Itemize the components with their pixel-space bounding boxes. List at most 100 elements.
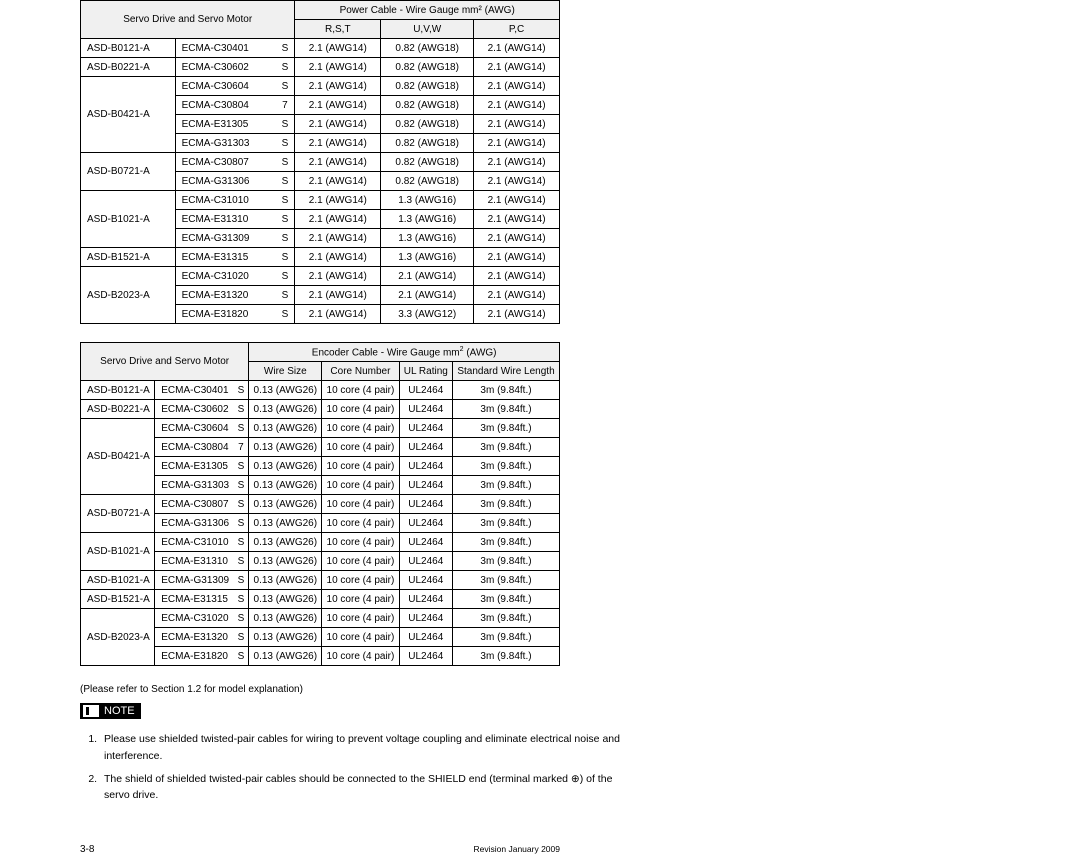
reference-text: (Please refer to Section 1.2 for model e… — [80, 684, 640, 695]
core-number-cell: 10 core (4 pair) — [322, 590, 399, 609]
wire-size-cell: 0.13 (AWG26) — [249, 400, 322, 419]
rst-cell: 2.1 (AWG14) — [295, 305, 381, 324]
core-number-cell: 10 core (4 pair) — [322, 628, 399, 647]
motor-code-cell: S — [275, 210, 294, 229]
rst-cell: 2.1 (AWG14) — [295, 248, 381, 267]
motor-code-cell: S — [275, 191, 294, 210]
t2-c4: Standard Wire Length — [453, 362, 560, 381]
motor-cell: ECMA-G31306 — [175, 172, 275, 191]
motor-code-cell: 7 — [234, 438, 249, 457]
motor-cell: ECMA-C30401 — [175, 39, 275, 58]
drive-cell: ASD-B0121-A — [81, 381, 155, 400]
ul-rating-cell: UL2464 — [399, 495, 452, 514]
motor-cell: ECMA-E31305 — [155, 457, 234, 476]
ul-rating-cell: UL2464 — [399, 609, 452, 628]
drive-cell: ASD-B0121-A — [81, 39, 176, 58]
uvw-cell: 1.3 (AWG16) — [381, 191, 474, 210]
motor-code-cell: S — [234, 400, 249, 419]
motor-cell: ECMA-C30602 — [155, 400, 234, 419]
uvw-cell: 0.82 (AWG18) — [381, 134, 474, 153]
note-item: The shield of shielded twisted-pair cabl… — [100, 771, 640, 805]
note-item: Please use shielded twisted-pair cables … — [100, 731, 640, 765]
pc-cell: 2.1 (AWG14) — [474, 115, 560, 134]
pc-cell: 2.1 (AWG14) — [474, 96, 560, 115]
wire-size-cell: 0.13 (AWG26) — [249, 419, 322, 438]
wire-size-cell: 0.13 (AWG26) — [249, 609, 322, 628]
pc-cell: 2.1 (AWG14) — [474, 267, 560, 286]
motor-cell: ECMA-C30804 — [155, 438, 234, 457]
drive-cell: ASD-B0221-A — [81, 58, 176, 77]
drive-cell: ASD-B0421-A — [81, 77, 176, 153]
pc-cell: 2.1 (AWG14) — [474, 191, 560, 210]
core-number-cell: 10 core (4 pair) — [322, 400, 399, 419]
core-number-cell: 10 core (4 pair) — [322, 457, 399, 476]
ul-rating-cell: UL2464 — [399, 381, 452, 400]
pc-cell: 2.1 (AWG14) — [474, 305, 560, 324]
motor-code-cell: S — [234, 609, 249, 628]
drive-cell: ASD-B0421-A — [81, 419, 155, 495]
rst-cell: 2.1 (AWG14) — [295, 210, 381, 229]
motor-cell: ECMA-C31010 — [155, 533, 234, 552]
motor-cell: ECMA-C31020 — [155, 609, 234, 628]
t2-header-group: Encoder Cable - Wire Gauge mm2 (AWG) — [249, 343, 560, 362]
drive-cell: ASD-B1021-A — [81, 571, 155, 590]
drive-cell: ASD-B1021-A — [81, 533, 155, 571]
motor-cell: ECMA-C30604 — [175, 77, 275, 96]
wire-length-cell: 3m (9.84ft.) — [453, 381, 560, 400]
ul-rating-cell: UL2464 — [399, 647, 452, 666]
pc-cell: 2.1 (AWG14) — [474, 210, 560, 229]
motor-code-cell: S — [275, 134, 294, 153]
rst-cell: 2.1 (AWG14) — [295, 191, 381, 210]
wire-length-cell: 3m (9.84ft.) — [453, 476, 560, 495]
motor-code-cell: S — [275, 172, 294, 191]
pc-cell: 2.1 (AWG14) — [474, 77, 560, 96]
uvw-cell: 1.3 (AWG16) — [381, 210, 474, 229]
motor-cell: ECMA-C30804 — [175, 96, 275, 115]
drive-cell: ASD-B1521-A — [81, 248, 176, 267]
motor-code-cell: S — [275, 39, 294, 58]
rst-cell: 2.1 (AWG14) — [295, 77, 381, 96]
motor-code-cell: S — [275, 115, 294, 134]
ul-rating-cell: UL2464 — [399, 628, 452, 647]
uvw-cell: 3.3 (AWG12) — [381, 305, 474, 324]
drive-cell: ASD-B2023-A — [81, 267, 176, 324]
motor-cell: ECMA-E31820 — [155, 647, 234, 666]
uvw-cell: 0.82 (AWG18) — [381, 58, 474, 77]
motor-code-cell: S — [275, 267, 294, 286]
note-icon — [82, 704, 100, 718]
ul-rating-cell: UL2464 — [399, 457, 452, 476]
motor-code-cell: S — [275, 153, 294, 172]
motor-cell: ECMA-C31020 — [175, 267, 275, 286]
uvw-cell: 0.82 (AWG18) — [381, 96, 474, 115]
motor-code-cell: S — [234, 514, 249, 533]
t2-c2: Core Number — [322, 362, 399, 381]
motor-cell: ECMA-C31010 — [175, 191, 275, 210]
motor-code-cell: S — [275, 77, 294, 96]
motor-code-cell: S — [234, 476, 249, 495]
wire-length-cell: 3m (9.84ft.) — [453, 647, 560, 666]
drive-cell: ASD-B1521-A — [81, 590, 155, 609]
motor-cell: ECMA-G31309 — [175, 229, 275, 248]
wire-size-cell: 0.13 (AWG26) — [249, 476, 322, 495]
drive-cell: ASD-B1021-A — [81, 191, 176, 248]
motor-code-cell: S — [234, 533, 249, 552]
core-number-cell: 10 core (4 pair) — [322, 419, 399, 438]
ul-rating-cell: UL2464 — [399, 590, 452, 609]
motor-cell: ECMA-C30604 — [155, 419, 234, 438]
rst-cell: 2.1 (AWG14) — [295, 153, 381, 172]
wire-size-cell: 0.13 (AWG26) — [249, 628, 322, 647]
motor-code-cell: S — [234, 495, 249, 514]
rst-cell: 2.1 (AWG14) — [295, 286, 381, 305]
wire-length-cell: 3m (9.84ft.) — [453, 514, 560, 533]
drive-cell: ASD-B0721-A — [81, 495, 155, 533]
motor-code-cell: S — [234, 628, 249, 647]
drive-cell: ASD-B2023-A — [81, 609, 155, 666]
motor-code-cell: S — [234, 381, 249, 400]
motor-code-cell: S — [234, 419, 249, 438]
pc-cell: 2.1 (AWG14) — [474, 248, 560, 267]
core-number-cell: 10 core (4 pair) — [322, 381, 399, 400]
wire-length-cell: 3m (9.84ft.) — [453, 609, 560, 628]
motor-code-cell: S — [275, 305, 294, 324]
uvw-cell: 0.82 (AWG18) — [381, 153, 474, 172]
core-number-cell: 10 core (4 pair) — [322, 476, 399, 495]
